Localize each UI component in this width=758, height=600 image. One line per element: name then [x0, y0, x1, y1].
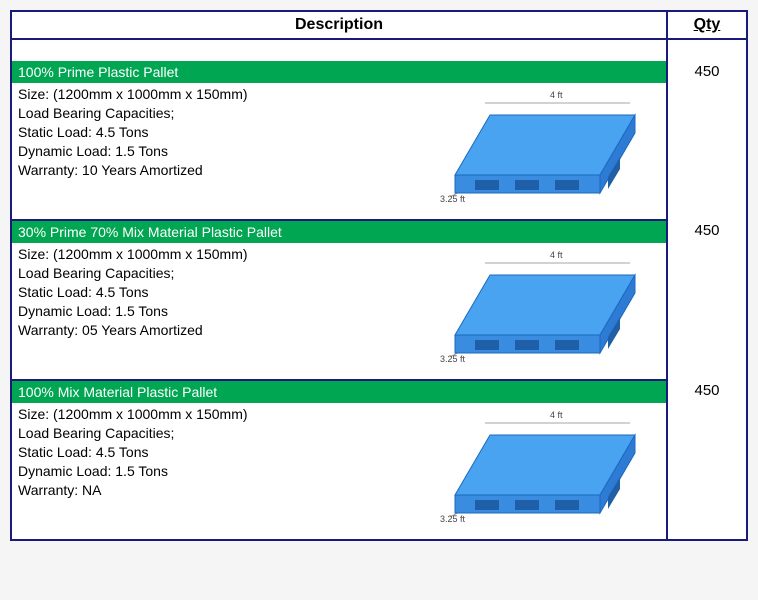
dimension-left-label: 3.25 ft — [440, 193, 465, 205]
spacer-row — [11, 39, 747, 61]
pallet-image: 4 ft 3.25 ft — [430, 405, 660, 535]
spec-list: Size: (1200mm x 1000mm x 150mm)Load Bear… — [18, 245, 420, 339]
product-title-row: 30% Prime 70% Mix Material Plastic Palle… — [11, 220, 747, 243]
spec-list: Size: (1200mm x 1000mm x 150mm)Load Bear… — [18, 405, 420, 499]
header-row: Description Qty — [11, 11, 747, 39]
dimension-top-label: 4 ft — [550, 89, 563, 101]
product-detail-row: Size: (1200mm x 1000mm x 150mm)Load Bear… — [11, 403, 747, 540]
spec-line: Load Bearing Capacities; — [18, 424, 420, 443]
pallet-image: 4 ft 3.25 ft — [430, 245, 660, 375]
product-qty: 450 — [667, 220, 747, 380]
header-qty: Qty — [667, 11, 747, 39]
pallet-image: 4 ft 3.25 ft — [430, 85, 660, 215]
spec-line: Load Bearing Capacities; — [18, 264, 420, 283]
table-body: 100% Prime Plastic Pallet450Size: (1200m… — [11, 39, 747, 540]
dimension-top-label: 4 ft — [550, 249, 563, 261]
product-qty: 450 — [667, 61, 747, 220]
header-description: Description — [11, 11, 667, 39]
dimension-left-label: 3.25 ft — [440, 353, 465, 365]
dimension-top-label: 4 ft — [550, 409, 563, 421]
product-title: 30% Prime 70% Mix Material Plastic Palle… — [11, 220, 667, 243]
product-detail-cell: Size: (1200mm x 1000mm x 150mm)Load Bear… — [11, 403, 667, 540]
product-detail-row: Size: (1200mm x 1000mm x 150mm)Load Bear… — [11, 243, 747, 380]
spec-line: Load Bearing Capacities; — [18, 104, 420, 123]
spec-list: Size: (1200mm x 1000mm x 150mm)Load Bear… — [18, 85, 420, 179]
spec-line: Static Load: 4.5 Tons — [18, 283, 420, 302]
spec-line: Static Load: 4.5 Tons — [18, 443, 420, 462]
spec-line: Warranty: 10 Years Amortized — [18, 161, 420, 180]
product-table: Description Qty 100% Prime Plastic Palle… — [10, 10, 748, 541]
spec-line: Dynamic Load: 1.5 Tons — [18, 302, 420, 321]
spec-line: Dynamic Load: 1.5 Tons — [18, 462, 420, 481]
product-title-row: 100% Prime Plastic Pallet450 — [11, 61, 747, 83]
spec-line: Static Load: 4.5 Tons — [18, 123, 420, 142]
product-title: 100% Prime Plastic Pallet — [11, 61, 667, 83]
dimension-left-label: 3.25 ft — [440, 513, 465, 525]
spec-line: Warranty: 05 Years Amortized — [18, 321, 420, 340]
spec-line: Size: (1200mm x 1000mm x 150mm) — [18, 405, 420, 424]
product-detail-cell: Size: (1200mm x 1000mm x 150mm)Load Bear… — [11, 83, 667, 220]
product-title: 100% Mix Material Plastic Pallet — [11, 380, 667, 403]
product-detail-row: Size: (1200mm x 1000mm x 150mm)Load Bear… — [11, 83, 747, 220]
product-title-row: 100% Mix Material Plastic Pallet450 — [11, 380, 747, 403]
product-qty: 450 — [667, 380, 747, 540]
spec-line: Dynamic Load: 1.5 Tons — [18, 142, 420, 161]
spec-line: Warranty: NA — [18, 481, 420, 500]
product-detail-cell: Size: (1200mm x 1000mm x 150mm)Load Bear… — [11, 243, 667, 380]
spec-line: Size: (1200mm x 1000mm x 150mm) — [18, 245, 420, 264]
spec-line: Size: (1200mm x 1000mm x 150mm) — [18, 85, 420, 104]
